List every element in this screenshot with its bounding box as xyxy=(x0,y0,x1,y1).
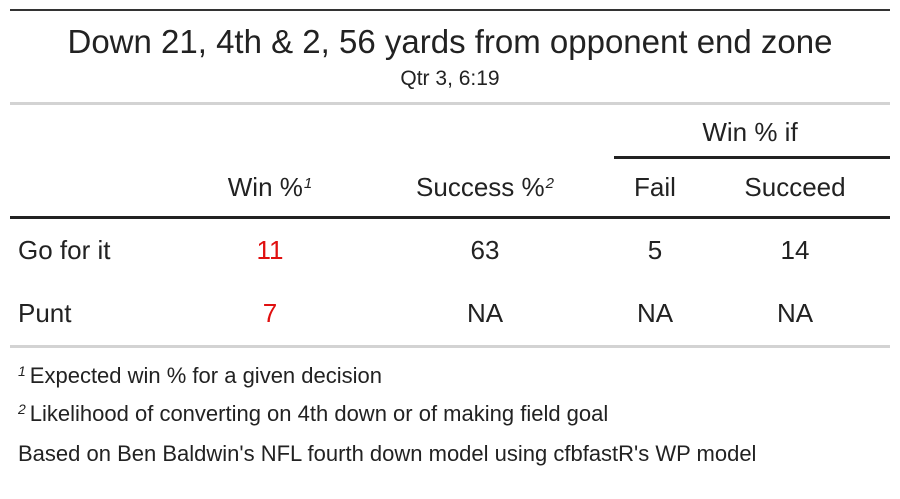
row-decision: Go for it xyxy=(18,235,111,265)
footnote-2-text: Likelihood of converting on 4th down or … xyxy=(29,401,609,426)
row-decision: Punt xyxy=(18,298,72,328)
footnote-2: 2 Likelihood of converting on 4th down or… xyxy=(10,394,890,434)
spanner-blank-3 xyxy=(360,105,610,159)
row-success-value: 63 xyxy=(470,235,500,265)
row-succeed-value: NA xyxy=(776,298,814,328)
table-body: Go for it 11 63 5 14 Punt 7 NA NA NA xyxy=(10,219,890,345)
table-subtitle: Qtr 3, 6:19 xyxy=(400,67,500,90)
header-success: Success % 2 xyxy=(360,159,610,216)
footnotes: 1 Expected win % for a given decision 2 Li… xyxy=(10,348,890,474)
row-win-value: 7 xyxy=(262,298,278,328)
table-title: Down 21, 4th & 2, 56 yards from opponent… xyxy=(67,23,833,60)
header-fail: Fail xyxy=(634,172,676,202)
row-fail-value: NA xyxy=(636,298,674,328)
spanner-label: Win % if xyxy=(702,117,798,147)
row-success-value: NA xyxy=(466,298,504,328)
footnote-mark-2: 2 xyxy=(545,175,554,192)
row-succeed-value: 14 xyxy=(780,235,810,265)
column-headers: Win % if Win % 1 Success % 2 Fail Succeed xyxy=(10,105,890,216)
body-bottom-rule xyxy=(10,345,890,348)
row-win-value: 11 xyxy=(256,235,284,265)
header-success-label: Success % xyxy=(416,172,545,202)
column-spanner: Win % if xyxy=(610,105,890,159)
decision-table: Down 21, 4th & 2, 56 yards from opponent… xyxy=(10,9,890,474)
header-succeed: Succeed xyxy=(744,172,846,202)
header-blank xyxy=(10,159,180,216)
source-note: Based on Ben Baldwin's NFL fourth down m… xyxy=(18,441,757,466)
spanner-rule xyxy=(614,156,890,159)
footnote-1: 1 Expected win % for a given decision xyxy=(10,348,890,394)
footnote-mark-1: 1 xyxy=(303,175,313,192)
column-header-rule xyxy=(10,216,890,219)
footnote-1-mark: 1 xyxy=(18,363,26,379)
top-rule xyxy=(10,9,890,11)
header-win: Win % 1 xyxy=(180,159,360,216)
spanner-blank-1 xyxy=(10,105,180,159)
header-win-label: Win % xyxy=(227,172,303,202)
footnote-1-text: Expected win % for a given decision xyxy=(29,363,382,388)
row-fail-value: 5 xyxy=(647,235,663,265)
header-divider xyxy=(10,102,890,105)
spanner-blank-2 xyxy=(180,105,360,159)
footnote-2-mark: 2 xyxy=(18,401,26,417)
